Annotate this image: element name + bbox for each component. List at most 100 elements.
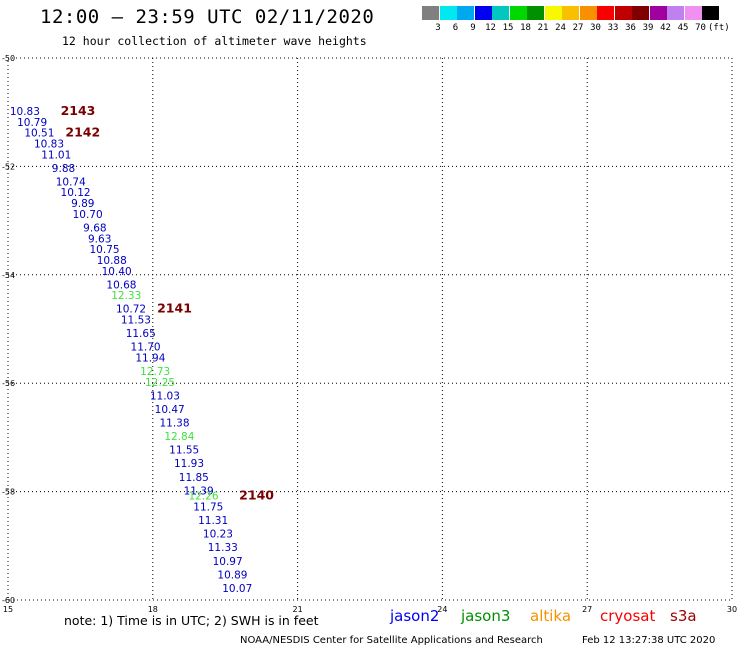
wave-height-label: 12.84	[164, 431, 194, 443]
y-tick-label: -60	[2, 596, 15, 605]
wave-height-label: 11.01	[41, 149, 71, 161]
wave-height-label: 11.93	[174, 458, 204, 470]
legend-label: 33	[607, 23, 619, 33]
legend-swatch	[492, 6, 509, 20]
legend-label: 3	[435, 23, 441, 33]
legend-swatch	[667, 6, 684, 20]
page-subtitle: 12 hour collection of altimeter wave hei…	[62, 34, 367, 48]
y-tick-label: -58	[2, 488, 15, 497]
pass-number-label: 2143	[61, 103, 96, 118]
map-grid	[8, 58, 732, 600]
legend-label: 12	[485, 23, 496, 33]
legend-swatch	[684, 6, 702, 20]
x-tick-label: 18	[148, 605, 158, 614]
wave-height-label: 12.26	[188, 491, 218, 503]
wave-height-label: 9.89	[71, 198, 94, 210]
wave-height-label: 11.94	[135, 353, 165, 365]
x-tick-label: 24	[437, 605, 447, 614]
wave-height-label: 10.70	[73, 209, 103, 221]
wave-height-label: 10.23	[203, 529, 233, 541]
wave-height-label: 9.68	[83, 222, 106, 234]
plot-border	[7, 57, 733, 601]
wave-height-label: 11.75	[193, 502, 223, 514]
wave-height-label: 10.83	[34, 138, 64, 150]
legend-label: 30	[590, 23, 601, 33]
axis-ticks: 15 18 21 24 27 30 -50 -52 -54 -56 -58 -60	[2, 54, 737, 614]
wave-height-label: 10.68	[106, 279, 136, 291]
legend-swatch	[614, 6, 632, 20]
legend-swatch	[527, 6, 544, 20]
legend-swatch	[579, 6, 597, 20]
pass-number-label: 2142	[65, 125, 100, 140]
generated-timestamp: Feb 12 13:27:38 UTC 2020	[582, 635, 716, 646]
legend-swatch	[474, 6, 492, 20]
y-tick-label: -52	[2, 162, 15, 171]
wave-height-label: 10.97	[213, 556, 243, 568]
legend-swatch	[439, 6, 457, 20]
wave-height-label: 10.88	[97, 255, 127, 267]
wave-height-label: 10.83	[10, 106, 40, 118]
legend-label: 6	[452, 23, 459, 33]
wave-height-label: 9.63	[88, 233, 111, 245]
x-tick-label: 21	[293, 605, 303, 614]
pass-labels: 2143 2142 2141 2140	[61, 103, 275, 503]
wave-height-label: 11.39	[184, 485, 214, 497]
wave-height-label: 10.07	[222, 583, 252, 595]
legend-label: 9	[470, 23, 476, 33]
legend-label: 45	[677, 23, 689, 33]
wave-height-label: 12.33	[111, 290, 141, 302]
legend-swatch	[457, 6, 474, 20]
wave-height-label: 11.38	[159, 418, 189, 430]
legend-swatch	[422, 6, 439, 20]
x-tick-label: 27	[582, 605, 592, 614]
satellite-name-jason3: jason3	[461, 607, 511, 625]
credit-text: NOAA/NESDIS Center for Satellite Applica…	[240, 635, 543, 646]
satellite-name-altika: altika	[530, 607, 572, 625]
wave-height-label: 11.33	[208, 542, 238, 554]
legend-label: (ft)	[708, 23, 730, 33]
x-tick-label: 15	[3, 605, 13, 614]
wave-height-label: 10.75	[90, 244, 120, 256]
wave-height-label: 10.40	[102, 266, 132, 278]
legend-label: 21	[537, 23, 549, 33]
map-frame	[7, 57, 733, 601]
legend-label: 70	[695, 23, 706, 33]
wave-height-label: 11.65	[126, 328, 156, 340]
page-title: 12:00 – 23:59 UTC 02/11/2020	[40, 6, 375, 28]
footnote: note: 1) Time is in UTC; 2) SWH is in fe…	[64, 613, 319, 628]
legend-swatch	[649, 6, 667, 20]
wave-height-label: 10.47	[155, 404, 185, 416]
legend-swatch	[562, 6, 579, 20]
legend-label: 18	[520, 23, 531, 33]
wave-height-label: 12.73	[140, 366, 170, 378]
wave-height-label: 10.79	[17, 117, 47, 129]
pass-number-label: 2140	[239, 488, 274, 503]
wave-height-label: 10.72	[116, 304, 146, 316]
wave-height-label: 10.74	[56, 176, 86, 188]
legend-label: 39	[642, 23, 654, 33]
wave-height-label: 11.53	[121, 315, 151, 327]
legend-label: 24	[555, 23, 566, 33]
wave-height-label: 11.31	[198, 515, 228, 527]
y-tick-label: -54	[2, 271, 15, 280]
satellite-name-s3a: s3a	[670, 607, 697, 625]
wave-height-label: 9.88	[52, 163, 75, 175]
wave-height-label: 10.51	[24, 128, 54, 140]
wave-height-values: 10.8310.7910.5110.8311.019.8810.7410.129…	[10, 106, 252, 595]
legend-label: 27	[572, 23, 584, 33]
y-tick-label: -50	[2, 54, 15, 63]
legend-swatch	[509, 6, 527, 20]
legend-label: 15	[502, 23, 514, 33]
y-tick-label: -56	[2, 379, 15, 388]
legend-swatch	[632, 6, 649, 20]
legend-label: 42	[660, 23, 671, 33]
satellite-name-jason2: jason2	[390, 607, 440, 625]
wave-height-label: 10.12	[61, 187, 91, 199]
wave-height-label: 12.25	[145, 377, 175, 389]
legend-swatch	[544, 6, 562, 20]
pass-number-label: 2141	[157, 301, 192, 316]
wave-height-label: 10.89	[217, 569, 247, 581]
wave-height-label: 11.03	[150, 390, 180, 402]
legend-swatch	[597, 6, 614, 20]
